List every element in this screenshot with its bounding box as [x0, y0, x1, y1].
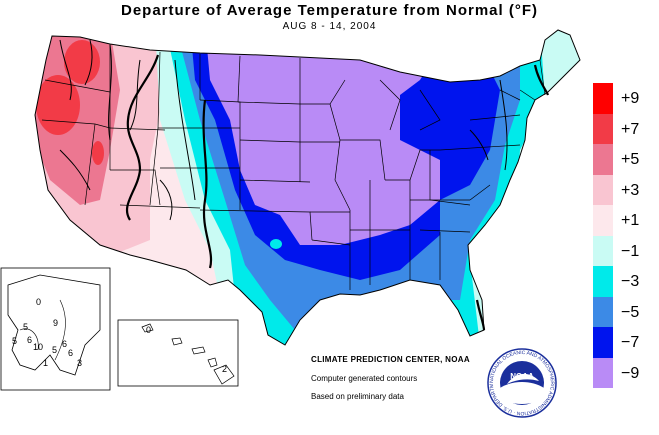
legend-row: +7	[591, 113, 659, 144]
state-borders	[34, 29, 581, 346]
legend-label: −5	[621, 303, 640, 321]
legend-label: +3	[621, 181, 640, 199]
logo-text: NOAA	[510, 372, 534, 381]
legend-label: +5	[621, 151, 640, 168]
noaa-logo: NATIONAL OCEANIC AND ATMOSPHERIC ADMINIS…	[487, 348, 557, 418]
region-minus3-ok	[270, 239, 282, 249]
legend-row: +5	[591, 144, 659, 175]
alaska-label: 0	[36, 297, 41, 307]
legend-row: −5	[591, 296, 659, 327]
credit-center: CLIMATE PREDICTION CENTER, NOAA	[311, 355, 470, 364]
legend-swatch	[593, 205, 613, 236]
alaska-contour-1	[19, 328, 39, 351]
alaska-label: 5	[23, 322, 28, 332]
legend-row: −9	[591, 357, 659, 388]
alaska-label: 6	[27, 335, 32, 345]
legend-swatch	[593, 296, 613, 327]
legend-label: −3	[621, 273, 640, 290]
legend-label: +7	[621, 120, 640, 138]
alaska-label: 5	[52, 345, 57, 355]
hawaii-island-maui	[207, 357, 218, 368]
legend-swatch	[593, 144, 613, 175]
alaska-label: 1	[43, 358, 48, 368]
alaska-label: 5	[12, 336, 17, 346]
region-plus7-oregon	[36, 75, 80, 135]
map-subtitle: AUG 8 - 14, 2004	[282, 21, 377, 32]
legend-swatch	[593, 357, 613, 388]
region-plus7-washington	[64, 40, 100, 84]
hawaii-island-molokai	[191, 346, 206, 355]
alaska-label: 6	[62, 339, 67, 349]
legend-label: −7	[621, 334, 640, 351]
legend-swatch	[593, 174, 613, 205]
region-plus7-nevada	[92, 141, 104, 165]
alaska-contour-2	[54, 299, 66, 361]
hawaii-island-big	[213, 364, 235, 385]
legend-row: −1	[591, 235, 659, 266]
legend-row: +9	[591, 83, 659, 114]
legend-swatch	[593, 113, 613, 144]
legend-label: +9	[621, 90, 640, 107]
legend-row: +3	[591, 174, 659, 205]
legend-swatch	[593, 235, 613, 266]
legend-label: −1	[621, 242, 640, 260]
temperature-departure-map: 0 5 9 6 5 10 6 5 6 1 3 0 2	[0, 29, 581, 391]
credit-contours: Computer generated contours	[311, 374, 418, 383]
heavy-contours	[125, 54, 550, 331]
legend-label: +1	[621, 212, 640, 229]
alaska-label: 3	[77, 358, 82, 368]
legend-swatch	[593, 266, 613, 297]
region-minus9	[205, 30, 455, 245]
alaska-shape	[7, 274, 101, 376]
inset-labels: 0 5 9 6 5 10 6 5 6 1 3 0 2	[12, 297, 227, 374]
hawaii-label: 2	[222, 364, 227, 374]
alaska-label: 10	[33, 342, 43, 352]
credit-preliminary: Based on preliminary data	[311, 392, 404, 401]
alaska-label: 6	[68, 348, 73, 358]
hawaii-island-oahu	[171, 337, 183, 346]
hawaii-label: 0	[146, 325, 151, 335]
legend-label: −9	[621, 364, 640, 382]
legend: +9 +7 +5 +3 +1 −1 −3 −5 −7 −9	[591, 83, 659, 388]
legend-row: +1	[591, 205, 659, 236]
legend-row: −3	[591, 266, 659, 297]
hawaii-island-kauai	[141, 323, 154, 333]
alaska-label: 9	[53, 318, 58, 328]
map-title: Departure of Average Temperature from No…	[120, 2, 539, 19]
legend-swatch	[593, 327, 613, 358]
legend-swatch	[593, 83, 613, 114]
thin-contours	[59, 39, 508, 221]
legend-row: −7	[591, 327, 659, 358]
